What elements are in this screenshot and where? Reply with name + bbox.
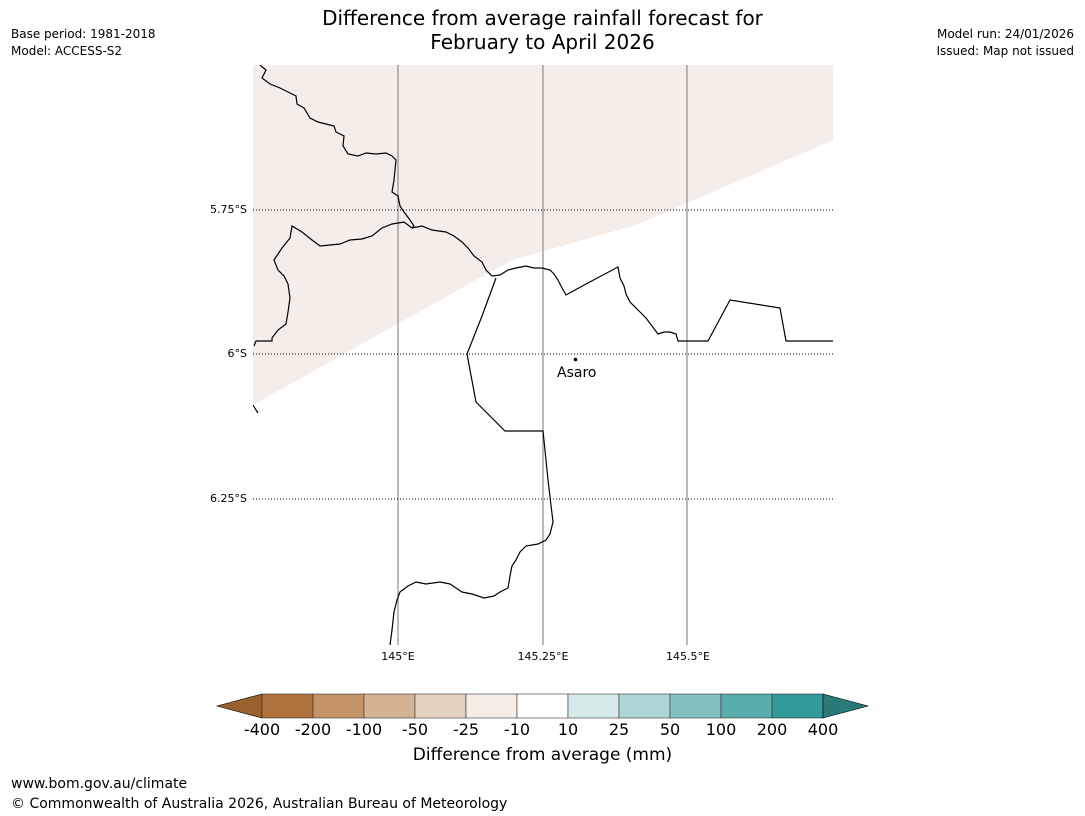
- lon-label-145-25e: 145.25°E: [517, 650, 569, 663]
- colorbar-tick-label: -25: [452, 720, 480, 739]
- colorbar-tick-label: -400: [243, 720, 281, 739]
- colorbar-tick-label: -50: [401, 720, 429, 739]
- colorbar-bin-4: [414, 693, 467, 719]
- boundary-west: [253, 221, 413, 347]
- colorbar-bin-7: [567, 693, 620, 719]
- colorbar-bin-10: [720, 693, 773, 719]
- asaro-marker: [573, 357, 578, 362]
- boundary-west-tail: [253, 404, 259, 414]
- colorbar-bin-5: [465, 693, 518, 719]
- map-title: Difference from average rainfall forecas…: [0, 6, 1085, 54]
- colorbar-bin-8: [618, 693, 671, 719]
- map-title-line2: February to April 2026: [430, 30, 655, 54]
- colorbar-under-triangle: [215, 693, 263, 719]
- colorbar-bin-2: [312, 693, 365, 719]
- colorbar-title: Difference from average (mm): [412, 745, 673, 765]
- boundary-northwest: [259, 65, 415, 229]
- colorbar-tick-label: -100: [345, 720, 383, 739]
- lat-label-6-25s: 6.25°S: [210, 492, 247, 505]
- place-label-asaro: Asaro: [557, 365, 597, 381]
- colorbar-over-triangle: [822, 693, 870, 719]
- map-area: [253, 65, 833, 645]
- colorbar-tick-label: 10: [557, 720, 579, 739]
- boundary-north: [411, 225, 833, 342]
- colorbar-bin-1: [261, 693, 314, 719]
- lon-label-145-5e: 145.5°E: [666, 650, 710, 663]
- footer-copyright: © Commonwealth of Australia 2026, Austra…: [11, 796, 508, 812]
- colorbar-tick-label: 400: [807, 720, 839, 739]
- lon-label-145e: 145°E: [381, 650, 415, 663]
- lat-label-6s: 6°S: [227, 347, 247, 360]
- colorbar-tick-label: 25: [608, 720, 630, 739]
- footer-url[interactable]: www.bom.gov.au/climate: [11, 776, 188, 792]
- boundary-south: [389, 277, 554, 645]
- colorbar-bin-9: [669, 693, 722, 719]
- map-title-line1: Difference from average rainfall forecas…: [322, 6, 763, 30]
- meta-right: Model run: 24/01/2026 Issued: Map not is…: [936, 26, 1074, 60]
- colorbar-tick-label: -200: [294, 720, 332, 739]
- colorbar-bin-3: [363, 693, 416, 719]
- colorbar-bin-11: [771, 693, 824, 719]
- colorbar-tick-label: 200: [756, 720, 788, 739]
- colorbar-tick-label: -10: [503, 720, 531, 739]
- base-period-text: Base period: 1981-2018: [11, 27, 156, 41]
- colorbar-bin-6: [516, 693, 569, 719]
- model-text: Model: ACCESS-S2: [11, 44, 123, 58]
- colorbar-tick-label: 100: [705, 720, 737, 739]
- lat-label-5-75s: 5.75°S: [210, 203, 247, 216]
- colorbar-tick-label: 50: [659, 720, 681, 739]
- issued-text: Issued: Map not issued: [936, 44, 1074, 58]
- colorbar: [215, 693, 870, 719]
- model-run-text: Model run: 24/01/2026: [936, 27, 1074, 41]
- meta-left: Base period: 1981-2018 Model: ACCESS-S2: [11, 26, 156, 60]
